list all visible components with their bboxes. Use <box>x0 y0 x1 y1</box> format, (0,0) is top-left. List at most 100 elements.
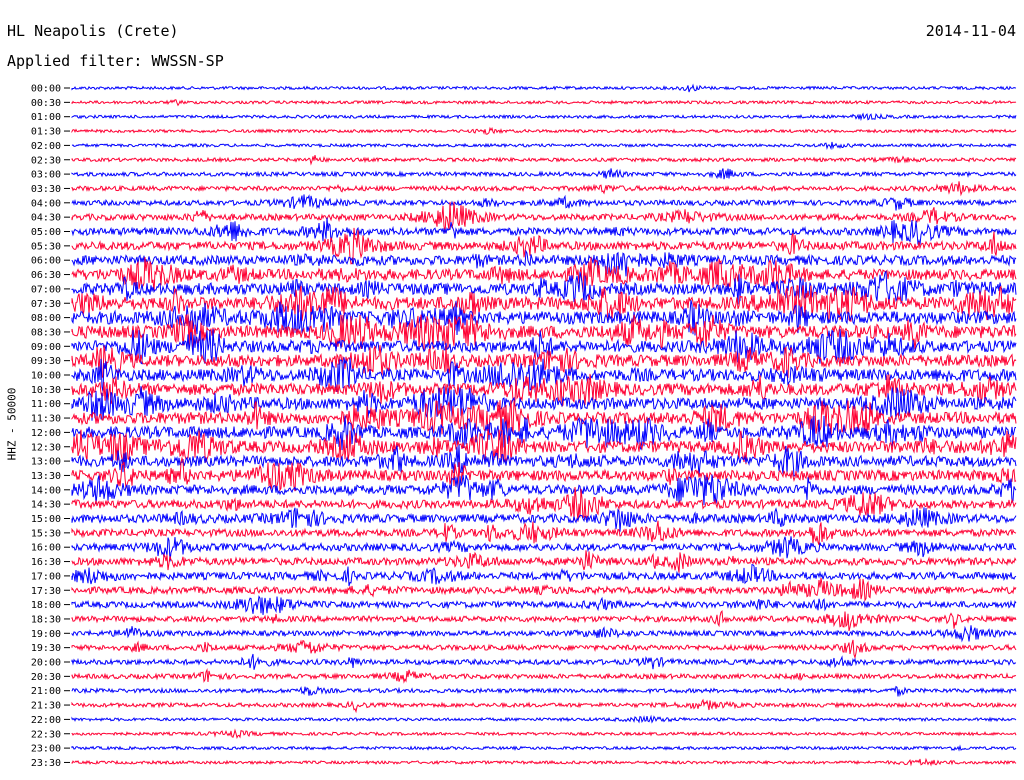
trace-line <box>71 386 1017 421</box>
trace-line <box>71 329 1017 365</box>
trace-line <box>71 714 1017 724</box>
time-tick-label: 13:30 <box>31 471 61 482</box>
trace-line <box>71 194 1017 211</box>
time-tick-label: 21:00 <box>31 686 61 697</box>
trace-line <box>71 520 1017 546</box>
time-tick-label: 01:30 <box>31 127 61 138</box>
filter-label: Applied filter: <box>7 52 143 70</box>
trace-line <box>71 285 1017 322</box>
time-tick-label: 06:00 <box>31 256 61 267</box>
trace-line <box>71 112 1017 122</box>
time-tick-label: 12:30 <box>31 442 61 453</box>
trace-line <box>71 345 1017 379</box>
time-tick-label: 18:30 <box>31 614 61 625</box>
trace-line <box>71 757 1017 767</box>
time-tick-label: 03:00 <box>31 170 61 181</box>
trace-line <box>71 429 1017 465</box>
trace-line <box>71 357 1017 393</box>
time-tick-label: 23:30 <box>31 758 61 769</box>
time-tick-label: 14:00 <box>31 485 61 496</box>
time-tick-label: 07:00 <box>31 284 61 295</box>
trace-line <box>71 373 1017 408</box>
trace-line <box>71 653 1017 670</box>
trace-line <box>71 141 1017 151</box>
trace-line <box>71 227 1017 265</box>
trace-line <box>71 685 1017 697</box>
time-tick-label: 15:30 <box>31 528 61 539</box>
trace-line <box>71 639 1017 660</box>
time-tick-label: 14:30 <box>31 500 61 511</box>
time-tick-label: 04:00 <box>31 198 61 209</box>
time-tick-label: 11:00 <box>31 399 61 410</box>
time-tick-label: 10:00 <box>31 371 61 382</box>
time-tick-label: 04:30 <box>31 213 61 224</box>
trace-line <box>71 744 1017 752</box>
trace-line <box>71 126 1017 135</box>
time-tick-label: 22:30 <box>31 729 61 740</box>
chart-date: 2014-11-04 <box>925 22 1016 40</box>
station-title: HL Neapolis (Crete) <box>7 22 179 40</box>
trace-line <box>71 201 1017 233</box>
time-tick-label: 02:30 <box>31 155 61 166</box>
trace-line <box>71 536 1017 562</box>
trace-line <box>71 83 1017 93</box>
time-tick-label: 03:30 <box>31 184 61 195</box>
time-tick-label: 09:00 <box>31 342 61 353</box>
time-tick-label: 08:30 <box>31 327 61 338</box>
trace-line <box>71 610 1017 632</box>
filter-value: WWSSN-SP <box>151 52 224 70</box>
time-tick-label: 00:30 <box>31 98 61 109</box>
trace-line <box>71 667 1017 684</box>
trace-line <box>71 217 1017 245</box>
trace-line <box>71 444 1017 477</box>
time-tick-label: 01:00 <box>31 112 61 123</box>
trace-line <box>71 99 1017 107</box>
trace-line <box>71 256 1017 293</box>
time-tick-label: 05:00 <box>31 227 61 238</box>
time-tick-label: 17:00 <box>31 571 61 582</box>
time-tick-label: 22:00 <box>31 715 61 726</box>
time-tick-label: 15:00 <box>31 514 61 525</box>
trace-line <box>71 154 1017 166</box>
time-tick-label: 19:30 <box>31 643 61 654</box>
trace-line <box>71 698 1017 714</box>
trace-line <box>71 550 1017 573</box>
trace-line <box>71 563 1017 587</box>
time-tick-label: 12:00 <box>31 428 61 439</box>
time-tick-label: 05:30 <box>31 241 61 252</box>
trace-line <box>71 249 1017 277</box>
time-tick-label: 17:30 <box>31 586 61 597</box>
trace-line <box>71 577 1017 602</box>
time-tick-label: 13:00 <box>31 457 61 468</box>
time-tick-label: 08:00 <box>31 313 61 324</box>
trace-line <box>71 625 1017 643</box>
time-tick-label: 18:00 <box>31 600 61 611</box>
time-tick-label: 16:00 <box>31 543 61 554</box>
filter-line: Applied filter: WWSSN-SP <box>7 52 224 70</box>
trace-line <box>71 728 1017 740</box>
time-tick-label: 07:30 <box>31 299 61 310</box>
time-tick-label: 00:00 <box>31 84 61 95</box>
time-tick-label: 20:00 <box>31 658 61 669</box>
time-tick-label: 11:30 <box>31 414 61 425</box>
time-tick-label: 21:30 <box>31 701 61 712</box>
trace-line <box>71 270 1017 305</box>
time-tick-label: 20:30 <box>31 672 61 683</box>
time-tick-label: 16:30 <box>31 557 61 568</box>
time-tick-label: 02:00 <box>31 141 61 152</box>
trace-line <box>71 313 1017 351</box>
trace-line <box>71 595 1017 615</box>
trace-line <box>71 474 1017 506</box>
time-tick-label: 09:30 <box>31 356 61 367</box>
trace-line <box>71 300 1017 337</box>
time-tick-label: 23:00 <box>31 744 61 755</box>
trace-line <box>71 168 1017 180</box>
trace-line <box>71 486 1017 522</box>
trace-line <box>71 456 1017 492</box>
time-tick-label: 19:00 <box>31 629 61 640</box>
trace-line <box>71 415 1016 451</box>
trace-line <box>71 400 1017 436</box>
trace-line <box>71 181 1017 197</box>
time-tick-label: 06:30 <box>31 270 61 281</box>
